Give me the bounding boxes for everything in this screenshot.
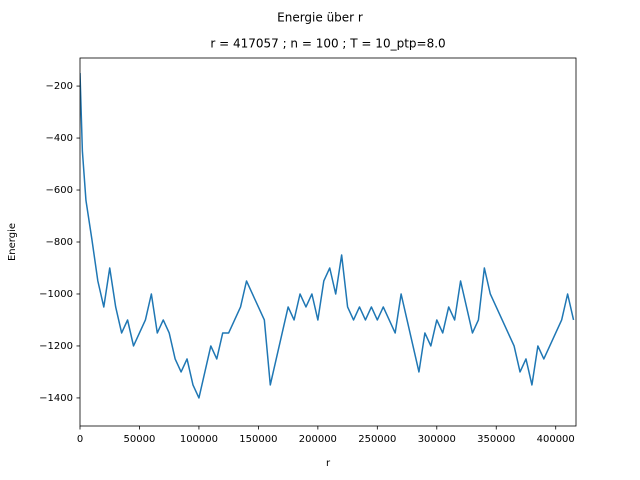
x-tick-label: 350000 — [477, 434, 515, 445]
y-tick-label: −800 — [46, 237, 73, 248]
y-tick-label: −1200 — [39, 341, 73, 352]
plot-frame — [79, 57, 577, 427]
x-tick-label: 100000 — [180, 434, 218, 445]
y-tick-label: −1400 — [39, 393, 73, 404]
x-tick-label: 50000 — [124, 434, 156, 445]
chart-suptitle: Energie über r — [277, 11, 363, 25]
data-line — [80, 73, 575, 399]
y-tick-label: −200 — [46, 81, 73, 92]
x-tick-label: 200000 — [299, 434, 337, 445]
x-tick-label: 250000 — [358, 434, 396, 445]
x-tick-label: 0 — [77, 434, 83, 445]
y-tick-label: −600 — [46, 185, 73, 196]
x-tick-label: 300000 — [418, 434, 456, 445]
chart-title: r = 417057 ; n = 100 ; T = 10_ptp=8.0 — [210, 37, 445, 51]
x-tick-label: 150000 — [239, 434, 277, 445]
y-axis-label: Energie — [7, 223, 18, 261]
x-axis-label: r — [326, 458, 331, 469]
y-tick-label: −400 — [46, 133, 73, 144]
y-tick-label: −1000 — [39, 289, 73, 300]
x-tick-label: 400000 — [537, 434, 575, 445]
